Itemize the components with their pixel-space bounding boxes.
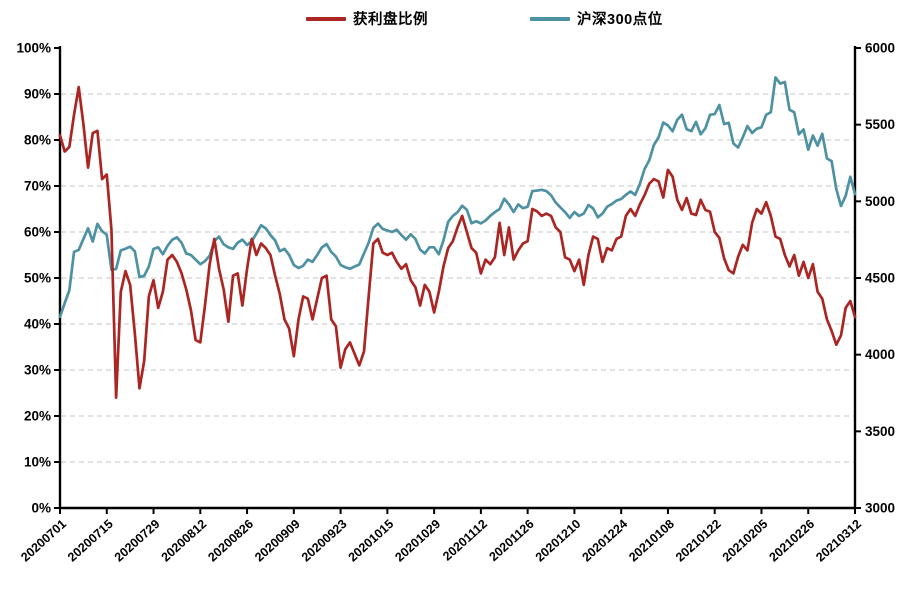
y-axis-label-left: 70% — [24, 179, 51, 194]
y-axis-label-right: 4000 — [865, 347, 895, 362]
x-axis-label: 20200701 — [18, 517, 69, 565]
legend-item-profit-ratio: 获利盘比例 — [306, 8, 428, 29]
x-axis-label: 20200729 — [112, 517, 163, 565]
y-axis-label-left: 20% — [24, 409, 51, 424]
y-axis-label-left: 50% — [24, 271, 51, 286]
y-axis-label-left: 80% — [24, 133, 51, 148]
y-axis-label-right: 4500 — [865, 271, 895, 286]
series-line-profit-ratio — [58, 85, 857, 399]
y-axis-label-left: 40% — [24, 317, 51, 332]
x-axis-label: 20201210 — [533, 517, 584, 565]
y-axis-label-right: 5500 — [865, 117, 895, 132]
legend-item-csi300: 沪深300点位 — [530, 8, 663, 29]
y-axis-label-right: 3000 — [865, 501, 895, 516]
y-axis-label-right: 3500 — [865, 424, 895, 439]
x-axis-label: 20210108 — [626, 517, 677, 565]
x-axis-label: 20201126 — [486, 517, 536, 564]
x-axis-label: 20201112 — [440, 517, 490, 564]
x-axis-label: 20201015 — [346, 517, 397, 565]
y-axis-label-left: 100% — [16, 41, 51, 56]
x-axis-label: 20210312 — [813, 517, 864, 565]
legend-line-sample-red — [306, 16, 346, 21]
x-axis-label: 20200909 — [252, 517, 303, 565]
x-axis-label: 20200826 — [205, 517, 256, 565]
x-axis-label: 20210205 — [720, 517, 771, 565]
y-axis-label-left: 90% — [24, 87, 51, 102]
x-axis-label: 20200812 — [159, 517, 210, 565]
y-axis-label-right: 6000 — [865, 41, 895, 56]
legend-label-profit-ratio: 获利盘比例 — [353, 12, 428, 28]
legend-label-csi300: 沪深300点位 — [577, 12, 663, 28]
y-axis-label-right: 5000 — [865, 194, 895, 209]
y-axis-label-left: 10% — [24, 455, 51, 470]
legend-line-sample-blue — [530, 16, 570, 21]
x-axis-label: 20201224 — [579, 517, 630, 565]
y-axis-label-left: 0% — [31, 501, 51, 516]
x-axis-label: 20200923 — [299, 517, 350, 565]
x-axis-label: 20200715 — [65, 517, 116, 565]
x-axis-label: 20201029 — [392, 517, 443, 565]
chart-legend: 获利盘比例 沪深300点位 — [306, 8, 663, 29]
y-axis-label-left: 30% — [24, 363, 51, 378]
x-axis-label: 20210122 — [673, 517, 724, 565]
y-axis-label-left: 60% — [24, 225, 51, 240]
series-line-csi300 — [58, 76, 857, 319]
x-axis-label: 20210226 — [767, 517, 818, 565]
